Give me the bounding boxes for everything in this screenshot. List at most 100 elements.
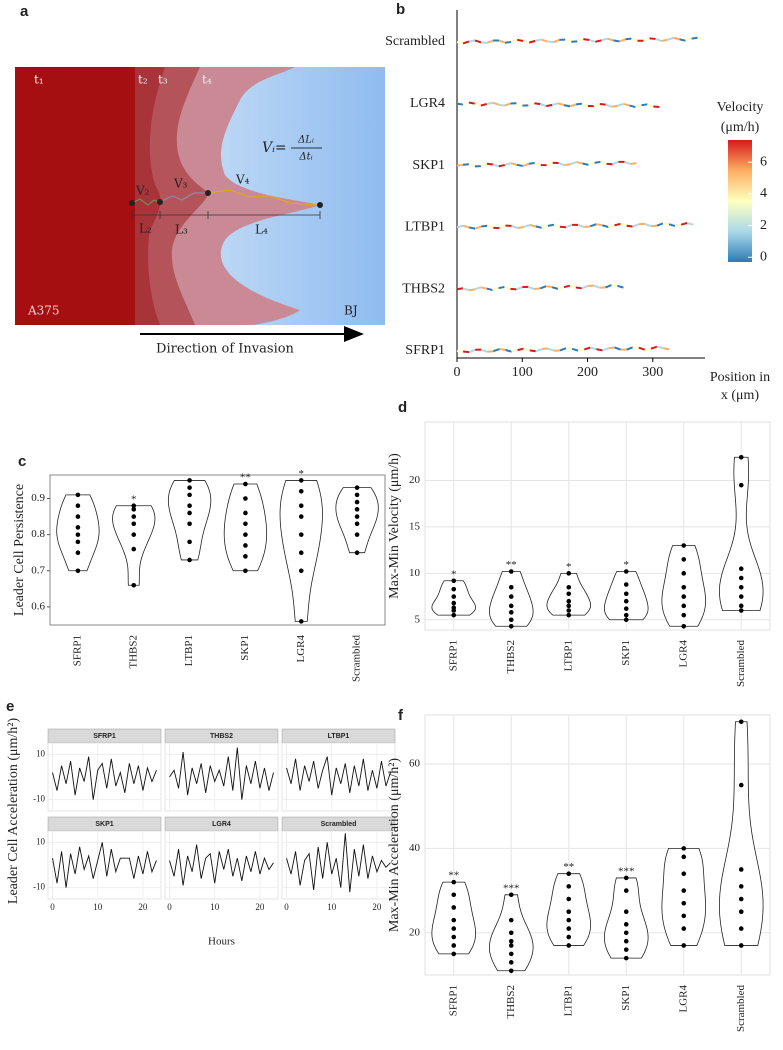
track-segment: [643, 37, 650, 42]
cell-label: A375: [27, 304, 60, 318]
plot-bg: [424, 714, 771, 976]
track-segment: [527, 285, 535, 290]
track-segment: [462, 287, 470, 292]
track-segment: [607, 37, 614, 42]
data-point: [243, 496, 248, 501]
track-segment: [529, 349, 536, 353]
data-point: [75, 568, 81, 574]
track-segment: [498, 39, 506, 44]
data-point: [681, 913, 687, 919]
x-tick-label: THBS2: [505, 640, 517, 674]
front-t2: [135, 67, 165, 325]
data-point: [508, 930, 514, 936]
data-point: [187, 521, 192, 527]
data-point: [508, 569, 514, 574]
track-segment: [563, 104, 571, 108]
track-segment: [456, 41, 464, 45]
y-tick-label: 0.7: [31, 564, 45, 576]
track-segment: [619, 38, 626, 43]
track-segment: [534, 102, 541, 106]
data-point: [681, 871, 687, 877]
y-tick-label: 0.9: [31, 492, 45, 504]
significance: *: [131, 493, 137, 505]
track-segment: [583, 38, 590, 41]
y-tick-label: 60: [409, 757, 421, 769]
track-segment: [480, 103, 488, 107]
data-point: [131, 507, 137, 512]
track-segment: [655, 37, 662, 42]
data-point: [738, 884, 744, 889]
data-point: [738, 454, 744, 460]
data-point: [623, 930, 629, 936]
x-tick-label: Scrambled: [735, 985, 747, 1033]
track-segment: [680, 222, 688, 226]
data-point: [298, 503, 304, 509]
violin: [167, 480, 212, 561]
y-tick-label: -10: [33, 882, 45, 892]
track-v3: [159, 192, 208, 203]
data-point: [451, 578, 457, 584]
track-segment: [487, 350, 494, 353]
data-point: [681, 603, 687, 609]
track-segment: [540, 38, 548, 43]
track-segment: [474, 39, 482, 44]
track-segment: [462, 224, 470, 229]
y-tick-label: 15: [409, 520, 421, 532]
violin: [335, 487, 379, 554]
data-point: [354, 492, 360, 498]
track-segment: [468, 288, 475, 292]
data-point: [681, 926, 687, 931]
colorbar-title: Velocity: [717, 100, 764, 115]
data-point: [131, 503, 137, 509]
panel-letter: a: [20, 3, 29, 20]
track-segment: [564, 163, 571, 167]
data-point: [566, 612, 572, 618]
x-tick-label: 300: [642, 365, 663, 380]
x-tick-label: SKP1: [620, 640, 632, 666]
front-t4: [135, 67, 320, 325]
colorbar-tick-label: 6: [760, 154, 767, 169]
y-tick-label: 40: [409, 842, 421, 854]
track-segment: [504, 162, 512, 166]
time-label: t₃: [158, 73, 168, 87]
cell-label: BJ: [344, 304, 358, 318]
track-segment: [647, 103, 654, 108]
track-segment: [673, 36, 680, 41]
data-point: [681, 623, 687, 629]
data-point: [451, 586, 457, 592]
data-point: [566, 934, 572, 940]
data-point: [451, 612, 457, 618]
x-axis-label: x (μm): [721, 388, 760, 403]
panel-letter: c: [18, 453, 26, 470]
track-segment: [557, 102, 565, 107]
facet-panel: [47, 830, 162, 900]
track-segment: [499, 224, 506, 229]
violin: [718, 721, 764, 946]
track-segment: [517, 225, 524, 229]
track-segment: [632, 223, 640, 228]
track-segment: [498, 163, 506, 168]
track-segment: [596, 348, 603, 352]
data-point: [508, 617, 514, 623]
track-segment: [541, 224, 549, 229]
track: [456, 345, 670, 354]
track-segment: [546, 161, 554, 167]
track-segment: [650, 345, 658, 350]
track-segment: [456, 102, 464, 106]
track-segment: [559, 347, 567, 352]
track-segment: [565, 223, 573, 229]
data-point: [451, 934, 457, 940]
data-point: [623, 606, 629, 611]
track-segment: [551, 102, 559, 106]
data-point: [681, 594, 687, 599]
x-tick-label: SFRP1: [447, 640, 459, 671]
category-label: THBS2: [402, 281, 445, 296]
cell-point: [129, 200, 135, 206]
colorbar-tick-label: 0: [760, 249, 767, 264]
colorbar-tick-label: 2: [760, 218, 767, 233]
data-point: [623, 888, 629, 893]
x-tick-label: LGR4: [295, 635, 307, 663]
track-segment: [631, 37, 638, 42]
track-segment: [474, 102, 482, 107]
track-segment: [474, 286, 482, 291]
